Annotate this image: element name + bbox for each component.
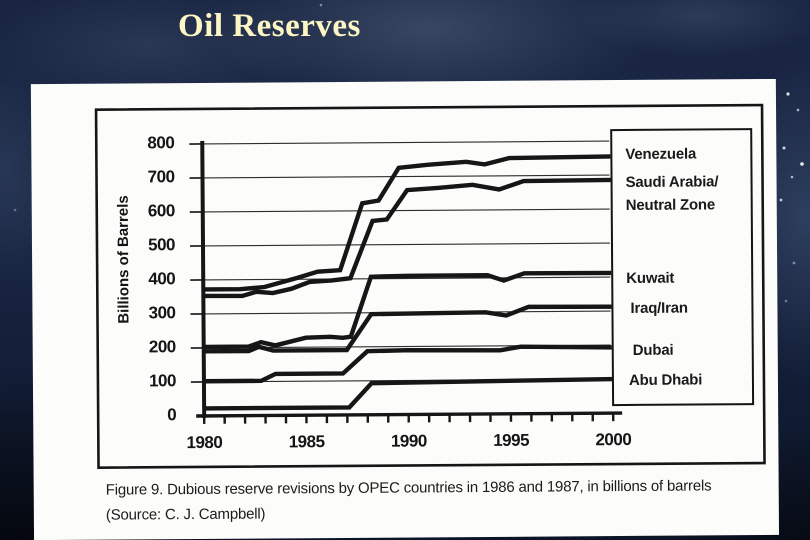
x-tick-label-1980: 1980: [186, 432, 223, 453]
scanned-figure-panel: Billions of Barrels 0 100 200 300 400 500 600 7…: [30, 78, 780, 540]
city-lights-decor: [0, 0, 2, 2]
oil-reserves-line-chart: [94, 103, 766, 469]
series-line-kuwait: [203, 270, 613, 350]
y-axis: [200, 140, 207, 418]
legend-label-neutral-zone: Neutral Zone: [625, 196, 716, 214]
legend-label-kuwait: Kuwait: [626, 269, 675, 287]
chart-legend: Venezuela Saudi Arabia/Neutral Zone Kuwait…: [610, 128, 755, 407]
gridline-500: [202, 242, 610, 247]
series-line-iraq-iran: [203, 304, 613, 354]
legend-label-iraq-iran: Iraq/Iran: [630, 299, 688, 317]
x-tick-label-1985: 1985: [288, 432, 325, 452]
legend-label-dubai: Dubai: [632, 341, 674, 359]
gridline-600: [202, 208, 610, 213]
x-tick-label-2000: 2000: [595, 429, 632, 450]
x-tick-label-1990: 1990: [390, 431, 427, 451]
y-tick-label-800: 800: [147, 133, 175, 153]
y-tick-label-700: 700: [147, 167, 175, 187]
x-tick-label-1995: 1995: [493, 430, 530, 450]
y-tick-label-200: 200: [148, 337, 176, 357]
slide-title: Oil Reserves: [178, 8, 361, 44]
y-tick-label-600: 600: [147, 201, 175, 221]
gridline-400: [203, 276, 611, 281]
legend-label-saudi-arabia-: Saudi Arabia/: [625, 173, 719, 191]
x-axis: [196, 411, 623, 418]
figure-content: Billions of Barrels 0 100 200 300 400 500 600 7…: [31, 79, 779, 540]
figure-caption: Figure 9. Dubious reserve revisions by O…: [105, 477, 712, 499]
series-line-venezuela: [203, 154, 612, 292]
figure-caption-block: Figure 9. Dubious reserve revisions by O…: [105, 477, 766, 523]
y-tick-label-300: 300: [148, 303, 176, 323]
gridline-800: [202, 140, 610, 145]
y-tick-label-500: 500: [148, 235, 176, 255]
series-line-dubai: [203, 344, 613, 384]
legend-label-venezuela: Venezuela: [625, 145, 697, 163]
y-tick-label-400: 400: [148, 269, 176, 289]
series-line-saudi-arabia-neutral-zone: [203, 177, 612, 299]
y-tick-label-0: 0: [167, 405, 177, 425]
figure-border: [94, 103, 766, 469]
gridline-700: [202, 174, 610, 179]
legend-label-abu-dhabi: Abu Dhabi: [628, 371, 703, 389]
y-tick-label-100: 100: [148, 371, 177, 391]
series-line-abu-dhabi: [204, 376, 613, 411]
